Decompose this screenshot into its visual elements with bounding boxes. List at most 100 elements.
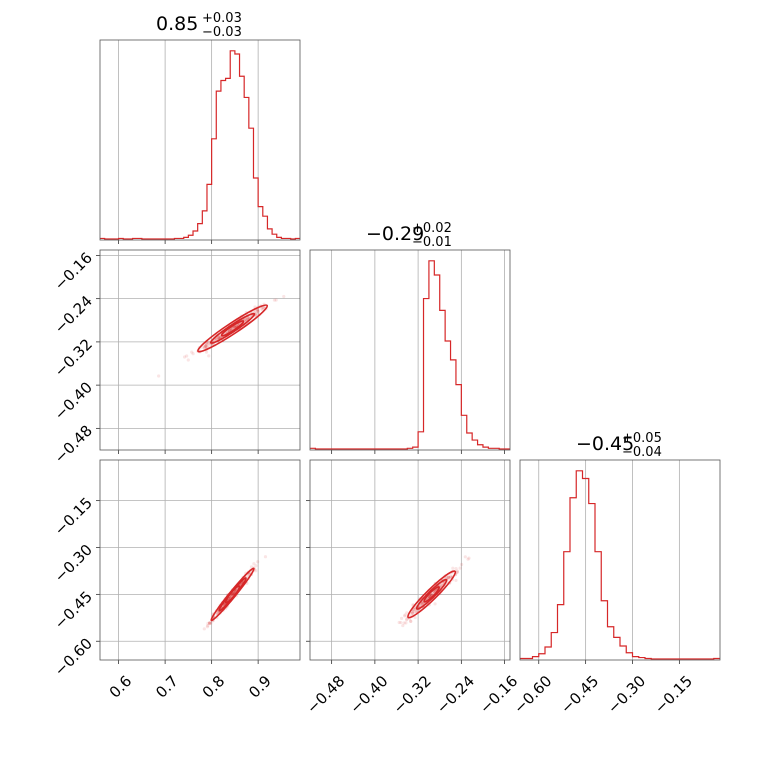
scatter-point	[260, 306, 264, 311]
scatter-point	[254, 564, 258, 568]
scatter-point	[256, 560, 260, 564]
scatter-point	[405, 617, 409, 621]
scatter-point	[256, 309, 260, 313]
scatter-point	[272, 298, 277, 302]
panel-frame	[309, 249, 511, 451]
panel-frame	[99, 39, 301, 241]
scatter-point	[410, 610, 415, 614]
scatter-point	[411, 609, 416, 613]
scatter-point	[214, 337, 218, 342]
scatter-point	[202, 627, 206, 631]
scatter-point	[234, 324, 238, 328]
scatter-point	[429, 593, 433, 597]
scatter-point	[402, 614, 407, 618]
scatter-point	[157, 374, 161, 378]
marginal-title: −0.45	[576, 433, 634, 455]
scatter-point	[447, 576, 451, 580]
scatter-point	[460, 562, 464, 567]
scatter-point	[458, 566, 462, 570]
scatter-point	[247, 316, 251, 320]
x-tick-label: −0.32	[390, 672, 435, 717]
scatter-point	[263, 555, 268, 559]
y-tick-label: −0.60	[51, 635, 96, 680]
y-tick-label: −0.40	[51, 378, 96, 423]
scatter-point	[200, 345, 204, 349]
histogram-line	[100, 50, 300, 240]
scatter-point	[455, 570, 459, 574]
scatter-point	[203, 344, 208, 349]
scatter-point	[203, 344, 207, 348]
contour-level	[415, 578, 448, 610]
scatter-point	[255, 309, 260, 313]
scatter-point	[229, 594, 234, 598]
contour-level	[407, 570, 457, 619]
scatter-point	[448, 575, 453, 579]
scatter-point	[207, 341, 211, 345]
x-tick-label: 0.6	[106, 672, 136, 702]
panel-frame	[519, 459, 721, 661]
scatter-point	[182, 355, 187, 359]
contour-level	[210, 567, 255, 622]
scatter-point	[402, 621, 406, 625]
joint-panel-p1-p2	[306, 459, 511, 664]
scatter-point	[256, 309, 260, 313]
scatter-point	[428, 594, 432, 598]
scatter-point	[414, 610, 418, 614]
scatter-point	[467, 556, 471, 560]
scatter-point	[439, 583, 444, 587]
scatter-point	[433, 602, 437, 606]
panel-frame	[99, 459, 301, 661]
scatter-point	[415, 609, 419, 614]
scatter-point	[411, 611, 415, 615]
scatter-point	[427, 595, 431, 599]
scatter-point	[208, 621, 212, 626]
scatter-point	[260, 307, 264, 312]
scatter-point	[446, 575, 450, 579]
contour-level	[220, 320, 245, 337]
scatter-point	[186, 358, 190, 362]
scatter-point	[254, 569, 258, 573]
scatter-point	[217, 335, 221, 339]
x-tick-label: −0.45	[557, 672, 602, 717]
scatter-point	[207, 342, 211, 346]
scatter-point	[466, 557, 470, 561]
scatter-point	[217, 335, 221, 339]
scatter-point	[399, 620, 403, 625]
y-tick-label: −0.32	[51, 335, 96, 380]
scatter-point	[446, 575, 451, 579]
scatter-point	[430, 592, 434, 597]
scatter-point	[216, 335, 220, 340]
scatter-point	[405, 611, 409, 615]
scatter-points	[202, 555, 268, 631]
scatter-point	[227, 329, 232, 333]
scatter-point	[410, 611, 414, 616]
scatter-point	[204, 342, 209, 346]
joint-panel-p0-p1	[96, 249, 301, 454]
histogram-line	[520, 470, 720, 660]
scatter-point	[274, 298, 278, 302]
scatter-point	[249, 565, 254, 569]
x-tick-label: −0.30	[604, 672, 649, 717]
marginal-title: −0.29	[366, 223, 424, 245]
scatter-point	[202, 344, 206, 349]
scatter-point	[202, 346, 207, 350]
scatter-point	[208, 621, 212, 625]
title-upper-error: +0.05	[622, 431, 662, 446]
scatter-point	[404, 621, 408, 625]
scatter-point	[206, 621, 210, 626]
scatter-point	[232, 325, 236, 329]
scatter-point	[203, 343, 208, 348]
joint-panel-p0-p2	[96, 459, 301, 664]
title-upper-error: +0.03	[202, 11, 242, 26]
scatter-point	[455, 570, 459, 574]
marginal-title: 0.85	[156, 13, 198, 35]
scatter-point	[256, 308, 260, 312]
scatter-point	[191, 352, 195, 356]
x-tick-label: 0.9	[245, 672, 275, 702]
y-tick-label: −0.48	[51, 422, 96, 467]
x-tick-label: −0.15	[651, 672, 696, 717]
y-tick-label: −0.30	[51, 541, 96, 586]
scatter-point	[217, 335, 221, 339]
contour-level	[218, 577, 247, 612]
